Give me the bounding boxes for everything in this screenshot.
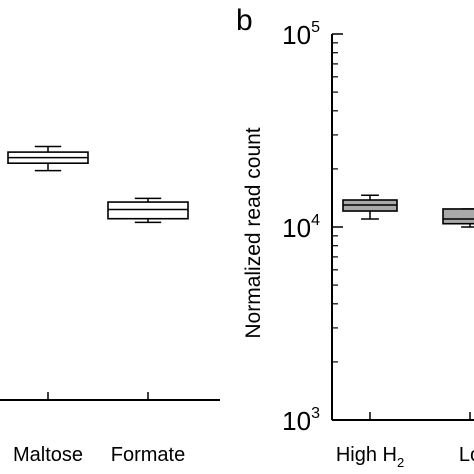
- panel-b-letter: b: [236, 4, 253, 37]
- panel-a-x-tick-label-0: Maltose: [13, 444, 83, 466]
- panel-a-plot: Maltose Formate: [0, 145, 220, 466]
- panel-b-y-tick-label-0: 103: [282, 405, 320, 436]
- panel-b-plot: 103 104 105 Normalized read count High H2 Lo: [242, 19, 474, 470]
- panel-a-x-tick-label-1: Formate: [111, 444, 185, 466]
- panel-a-box-1: [107, 201, 189, 220]
- panel-b-y-axis-title: Normalized read count: [242, 127, 265, 338]
- panel-b-y-tick-label-2: 105: [282, 19, 320, 50]
- panel-b-box-1: [442, 208, 474, 225]
- panel-b-x-tick-label-1: Lo: [459, 444, 474, 466]
- panel-b-y-tick-label-1: 104: [282, 212, 320, 243]
- panel-b-x-tick-label-0: High H2: [336, 444, 404, 470]
